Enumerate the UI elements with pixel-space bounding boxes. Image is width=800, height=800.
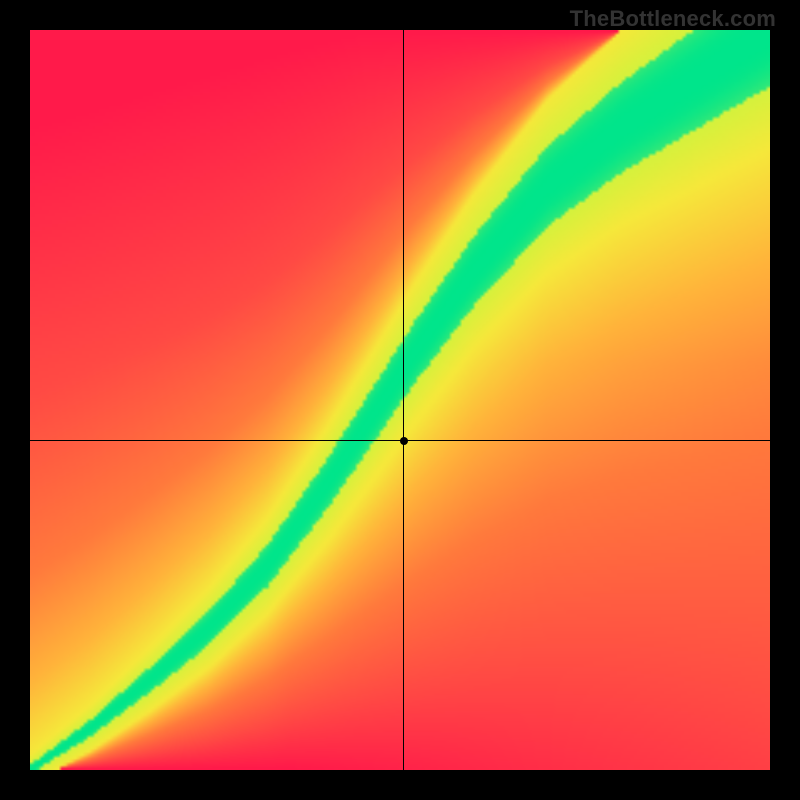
watermark-text: TheBottleneck.com <box>570 6 776 32</box>
crosshair-marker <box>400 437 408 445</box>
bottleneck-heatmap-plot <box>30 30 770 770</box>
heatmap-canvas <box>30 30 770 770</box>
crosshair-vertical <box>403 30 404 770</box>
